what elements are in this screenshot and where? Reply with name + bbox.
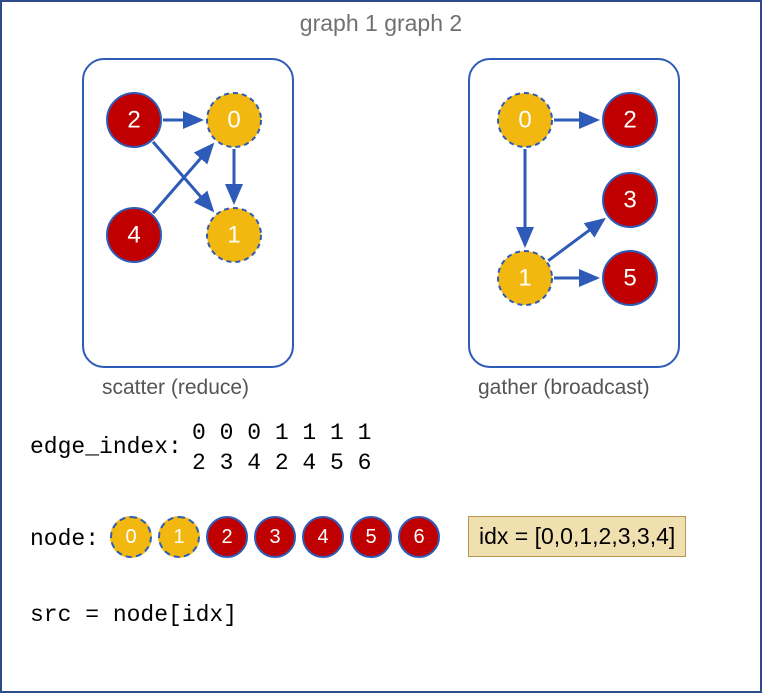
graph-node-label: 3 xyxy=(623,187,636,214)
edge-index-src: 2 3 4 2 4 5 6 xyxy=(192,450,371,476)
node-row-item: 4 xyxy=(302,516,344,558)
caption-gather: gather (broadcast) xyxy=(478,376,650,400)
edge-index-dst: 0 0 0 1 1 1 1 xyxy=(192,420,371,446)
graph-node-label: 1 xyxy=(227,222,240,249)
node-row-item: 6 xyxy=(398,516,440,558)
node-row-item: 0 xyxy=(110,516,152,558)
edge xyxy=(548,220,603,261)
panel-gather: 0 2 3 1 5 xyxy=(468,58,680,368)
graph-node-label: 2 xyxy=(623,107,636,134)
graph-node-label: 5 xyxy=(623,265,636,292)
headline: graph 1 graph 2 xyxy=(2,10,760,37)
graph-scatter: 2041 xyxy=(84,60,296,370)
gather-expression: src = node[idx] xyxy=(30,602,237,628)
graph-node-label: 0 xyxy=(518,107,531,134)
edge xyxy=(153,142,212,210)
idx-box: idx = [0,0,1,2,3,3,4] xyxy=(468,516,686,557)
panel-scatter: 2041 xyxy=(82,58,294,368)
node-row-item: 2 xyxy=(206,516,248,558)
node-row-label: node: xyxy=(30,526,99,552)
graph-node-label: 0 xyxy=(227,107,240,134)
edge-index-label: edge_index: xyxy=(30,434,182,460)
diagram-frame: graph 1 graph 2 2041 scatter (reduce) 02… xyxy=(0,0,762,693)
edge xyxy=(153,145,212,213)
node-row-item: 3 xyxy=(254,516,296,558)
graph-gather: 0 2 3 1 5 xyxy=(470,60,682,370)
graph-node-label: 2 xyxy=(127,107,140,134)
caption-scatter: scatter (reduce) xyxy=(102,376,249,400)
graph-node-label: 4 xyxy=(127,222,140,249)
node-row-item: 1 xyxy=(158,516,200,558)
node-row: 0123456 xyxy=(110,516,440,558)
node-row-item: 5 xyxy=(350,516,392,558)
graph-node-label: 1 xyxy=(518,265,531,292)
